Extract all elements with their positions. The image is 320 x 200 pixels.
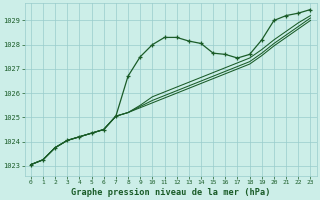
X-axis label: Graphe pression niveau de la mer (hPa): Graphe pression niveau de la mer (hPa) bbox=[71, 188, 270, 197]
